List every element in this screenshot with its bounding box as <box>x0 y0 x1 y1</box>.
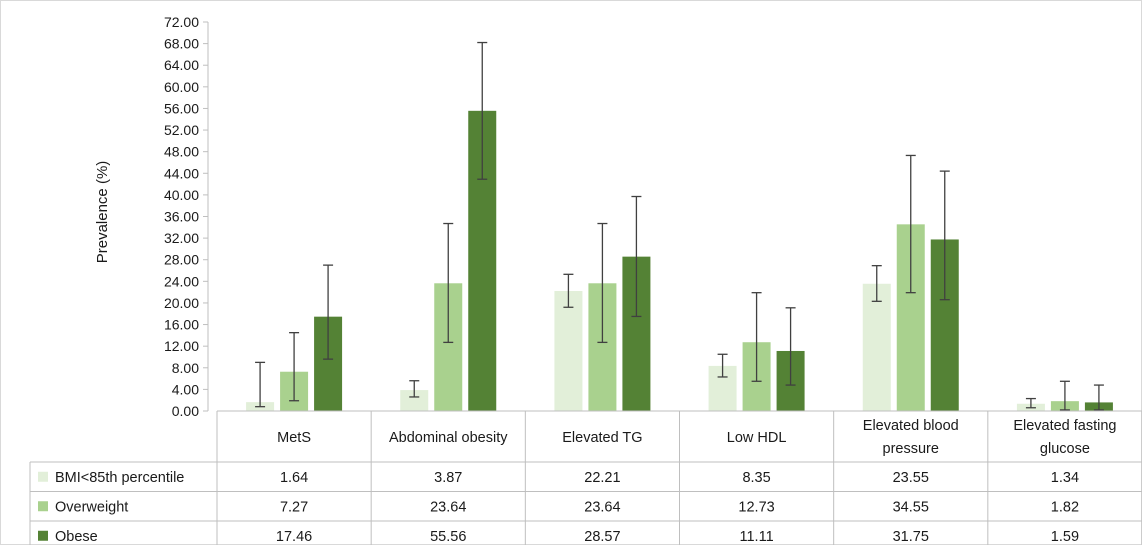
x-category-label: glucose <box>1040 441 1090 457</box>
data-label: 55.56 <box>430 529 466 545</box>
y-axis-title: Prevalence (%) <box>94 161 111 264</box>
y-tick-label: 12.00 <box>164 338 199 354</box>
x-category-label: Elevated blood <box>863 418 959 434</box>
y-tick-label: 68.00 <box>164 36 199 52</box>
x-category-label: Abdominal obesity <box>389 430 508 446</box>
legend-label: Overweight <box>55 499 128 515</box>
data-label: 34.55 <box>893 499 929 515</box>
legend-swatch <box>38 471 48 482</box>
data-label: 1.64 <box>280 470 308 486</box>
data-label: 11.11 <box>740 529 774 545</box>
legend-swatch <box>38 501 48 512</box>
legend-label: Obese <box>55 529 98 545</box>
bar <box>554 291 583 411</box>
data-label: 28.57 <box>584 529 620 545</box>
y-tick-label: 48.00 <box>164 144 199 160</box>
x-category-label: Low HDL <box>727 430 787 446</box>
data-label: 23.64 <box>584 499 620 515</box>
x-category-label: Elevated fasting <box>1013 418 1116 434</box>
legend-label: BMI<85th percentile <box>55 470 184 486</box>
x-category-label: pressure <box>883 441 939 457</box>
data-label: 1.59 <box>1051 529 1079 545</box>
y-tick-label: 16.00 <box>164 317 199 333</box>
data-label: 17.46 <box>276 529 312 545</box>
y-tick-label: 44.00 <box>164 165 199 181</box>
data-table: MetS Abdominal obesity Elevated TG Low HDL E… <box>29 410 1142 545</box>
y-tick-label: 28.00 <box>164 252 199 268</box>
y-tick-label: 20.00 <box>164 295 199 311</box>
y-tick-label: 56.00 <box>164 100 199 116</box>
x-category-label: Elevated TG <box>562 430 642 446</box>
y-tick-label: 32.00 <box>164 230 199 246</box>
y-tick-label: 40.00 <box>164 187 199 203</box>
y-tick-label: 36.00 <box>164 209 199 225</box>
data-label: 1.34 <box>1051 470 1079 486</box>
data-label: 1.82 <box>1051 499 1079 515</box>
y-tick-label: 64.00 <box>164 57 199 73</box>
y-axis: 0.00 4.00 8.00 12.00 16.00 20.00 24.00 28.00 32.… <box>164 14 209 419</box>
bar <box>400 390 429 411</box>
data-label: 22.21 <box>584 470 620 486</box>
y-tick-label: 0.00 <box>172 403 199 419</box>
y-tick-label: 24.00 <box>164 273 199 289</box>
y-tick-label: 60.00 <box>164 79 199 95</box>
data-label: 23.64 <box>430 499 466 515</box>
data-label: 12.73 <box>738 499 774 515</box>
x-category-label: MetS <box>277 430 311 446</box>
y-tick-label: 4.00 <box>172 381 199 397</box>
data-label: 7.27 <box>280 499 308 515</box>
data-label: 3.87 <box>434 470 462 486</box>
legend-swatch <box>38 530 48 541</box>
data-label: 31.75 <box>893 529 929 545</box>
y-tick-label: 8.00 <box>172 360 199 376</box>
bar <box>862 283 891 411</box>
y-tick-label: 72.00 <box>164 14 199 30</box>
data-label: 23.55 <box>893 470 929 486</box>
error-bars <box>255 41 1104 411</box>
data-label: 8.35 <box>742 470 770 486</box>
y-tick-label: 52.00 <box>164 122 199 138</box>
